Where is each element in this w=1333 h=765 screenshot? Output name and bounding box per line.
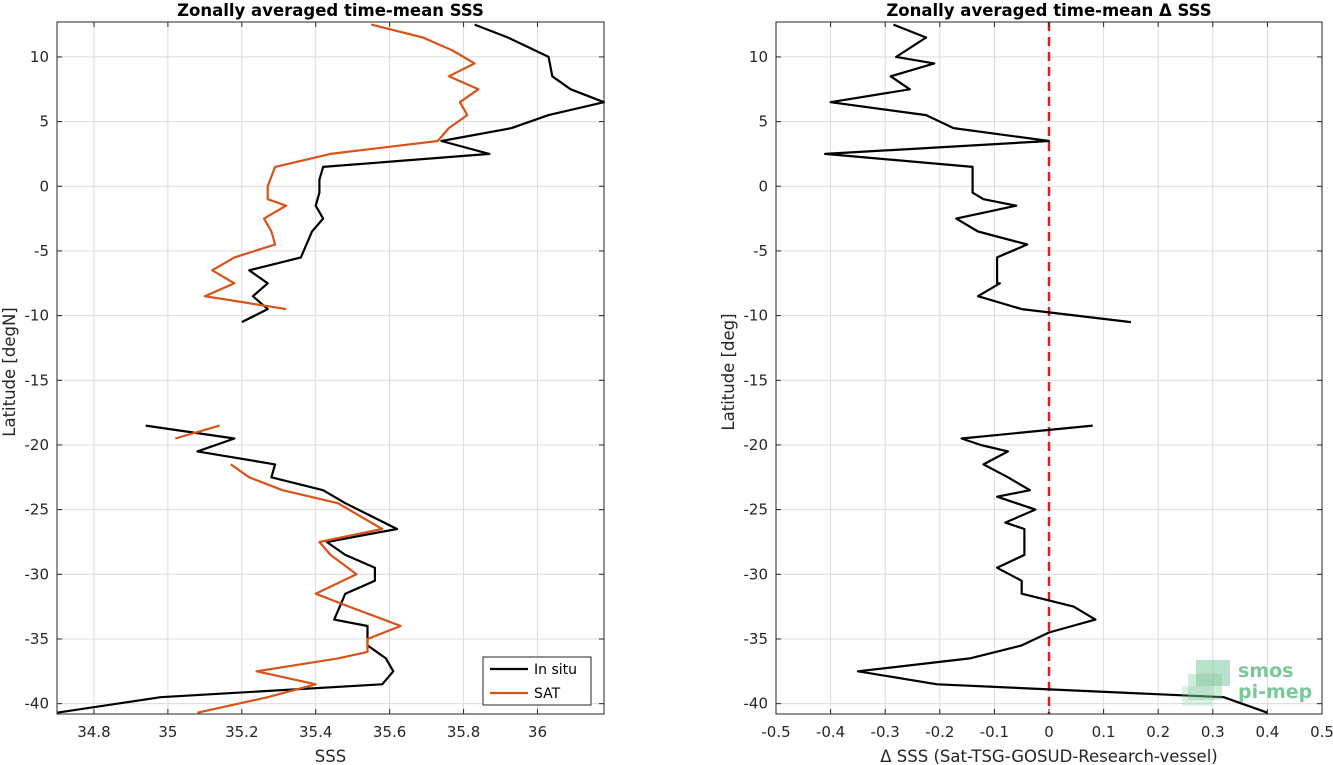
right-panel-delta-sss: -0.5 -0.4 -0.3 -0.2 -0.1 0 0.1 0.2 0.3 0.4 0.5 10 5 0… bbox=[719, 1, 1333, 765]
y-tick-label: -30 bbox=[25, 565, 50, 583]
y-tick-label: -40 bbox=[744, 695, 769, 713]
y-tick-label: 5 bbox=[39, 113, 49, 131]
logo-graphic bbox=[1196, 660, 1230, 686]
left-panel-sss: 34.8 35 35.2 35.4 35.6 35.8 36 10 5 0 -5 -10 -15 -20 -… bbox=[0, 1, 606, 765]
y-tick-label: -15 bbox=[744, 371, 769, 389]
legend: In situ SAT bbox=[482, 656, 592, 706]
x-tick-label: -0.4 bbox=[816, 723, 845, 741]
y-tick-label: -5 bbox=[34, 242, 49, 260]
x-tick-label: 0.2 bbox=[1146, 723, 1170, 741]
y-tick-label: -10 bbox=[744, 307, 769, 325]
series-line-in-situ bbox=[56, 424, 399, 714]
x-tick-label: -0.5 bbox=[761, 723, 790, 741]
y-tick-label: -20 bbox=[744, 436, 769, 454]
x-tick-label: -0.3 bbox=[871, 723, 900, 741]
y-tick-label: -30 bbox=[744, 565, 769, 583]
y-tick-label: -20 bbox=[25, 436, 50, 454]
x-tick-label: 0.3 bbox=[1201, 723, 1225, 741]
y-tick-label: -25 bbox=[25, 501, 50, 519]
x-tick-label: 34.8 bbox=[77, 723, 110, 741]
panel-title: Zonally averaged time-mean SSS bbox=[177, 1, 484, 20]
y-tick-label: 0 bbox=[758, 177, 768, 195]
series-line-sat bbox=[197, 463, 402, 714]
x-tick-label: 35.6 bbox=[373, 723, 406, 741]
logo-line-2: pi-mep bbox=[1238, 681, 1312, 703]
y-tick-label: -15 bbox=[25, 371, 50, 389]
y-tick-label: -35 bbox=[744, 630, 769, 648]
series-line-sat bbox=[174, 424, 220, 440]
x-tick-label: -0.2 bbox=[925, 723, 954, 741]
x-tick-label: 35 bbox=[158, 723, 177, 741]
y-tick-label: -5 bbox=[753, 242, 768, 260]
panel-title: Zonally averaged time-mean Δ SSS bbox=[886, 1, 1211, 20]
x-tick-label: 35.8 bbox=[447, 723, 480, 741]
x-tick-label: 0 bbox=[1044, 723, 1054, 741]
x-tick-label: 0.1 bbox=[1092, 723, 1116, 741]
x-axis-label: Δ SSS (Sat-TSG-GOSUD-Research-vessel) bbox=[880, 747, 1218, 765]
y-axis-label: Latitude [deg] bbox=[719, 313, 738, 430]
series-line-delta bbox=[856, 424, 1268, 714]
y-axis-label: Latitude [degN] bbox=[0, 307, 19, 436]
x-tick-label: 35.4 bbox=[299, 723, 332, 741]
logo-graphic bbox=[1188, 674, 1222, 700]
series-line-sat bbox=[203, 23, 480, 311]
y-tick-label: 10 bbox=[30, 48, 49, 66]
y-tick-label: -10 bbox=[25, 307, 50, 325]
y-tick-label: 0 bbox=[39, 177, 49, 195]
series-line-in-situ bbox=[241, 23, 606, 324]
series-line-delta bbox=[824, 23, 1132, 324]
legend-label: SAT bbox=[534, 686, 561, 702]
legend-box bbox=[482, 656, 592, 706]
logo-line-1: smos bbox=[1238, 660, 1293, 682]
y-tick-label: 10 bbox=[749, 48, 768, 66]
axes-frame bbox=[56, 21, 605, 715]
x-tick-label: -0.1 bbox=[980, 723, 1009, 741]
y-tick-label: 5 bbox=[758, 113, 768, 131]
plot-area bbox=[57, 22, 604, 714]
x-tick-label: 36 bbox=[528, 723, 547, 741]
x-axis-label: SSS bbox=[315, 747, 346, 765]
y-tick-label: -40 bbox=[25, 695, 50, 713]
y-tick-label: -35 bbox=[25, 630, 50, 648]
legend-label: In situ bbox=[534, 662, 577, 678]
y-tick-label: -25 bbox=[744, 501, 769, 519]
logo-graphic bbox=[1182, 686, 1212, 706]
x-tick-label: 35.2 bbox=[225, 723, 258, 741]
x-tick-label: 0.5 bbox=[1310, 723, 1333, 741]
x-tick-label: 0.4 bbox=[1255, 723, 1279, 741]
